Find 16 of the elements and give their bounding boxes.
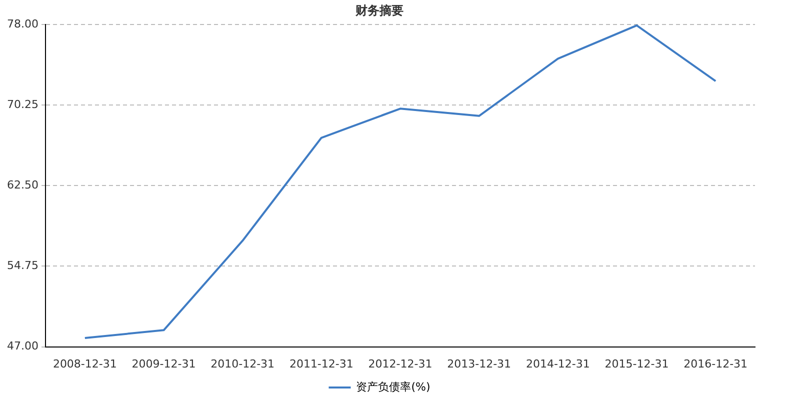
y-tick-label: 78.00 — [6, 17, 38, 30]
chart-title: 财务摘要 — [354, 3, 404, 18]
x-tick-label: 2011-12-31 — [289, 357, 354, 370]
y-tick-label: 54.75 — [6, 259, 38, 272]
x-tick-label: 2009-12-31 — [132, 357, 196, 370]
y-tick-label: 62.50 — [6, 178, 38, 192]
x-tick-label: 2016-12-31 — [684, 357, 748, 370]
x-tick-label: 2008-12-31 — [52, 357, 117, 370]
x-tick-label: 2012-12-31 — [368, 357, 432, 370]
y-tick-label: 70.25 — [6, 98, 38, 111]
x-tick-label: 2010-12-31 — [210, 357, 275, 370]
x-tick-label: 2015-12-31 — [604, 357, 669, 370]
legend-label: 资产负债率(%) — [356, 380, 430, 394]
x-tick-label: 2013-12-31 — [447, 357, 512, 370]
x-tick-label: 2014-12-31 — [526, 357, 590, 370]
y-tick-label: 47.00 — [6, 340, 38, 353]
